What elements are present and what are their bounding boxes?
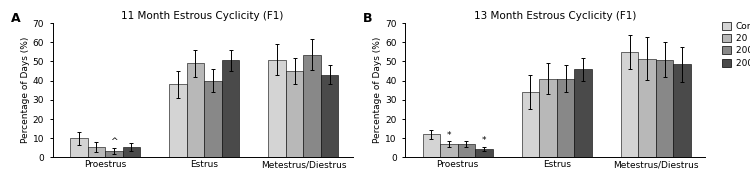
Legend: Control, 20 μg/kg/day, 200 μg/kg/day, 200 mg/kg/day: Control, 20 μg/kg/day, 200 μg/kg/day, 20…: [722, 21, 750, 69]
Bar: [638, 59, 656, 157]
Bar: [440, 144, 458, 157]
Bar: [522, 92, 539, 157]
Y-axis label: Percentage of Days (%): Percentage of Days (%): [374, 37, 382, 143]
Bar: [422, 134, 440, 157]
Title: 13 Month Estrous Cyclicity (F1): 13 Month Estrous Cyclicity (F1): [474, 11, 636, 21]
Bar: [105, 151, 122, 157]
Bar: [268, 60, 286, 157]
Bar: [621, 52, 638, 157]
Bar: [187, 63, 204, 157]
Bar: [304, 55, 321, 157]
Bar: [656, 60, 674, 157]
Bar: [222, 60, 239, 157]
Y-axis label: Percentage of Days (%): Percentage of Days (%): [21, 37, 30, 143]
Text: *: *: [482, 136, 486, 145]
Bar: [122, 147, 140, 157]
Text: *: *: [446, 131, 451, 140]
Bar: [70, 138, 88, 157]
Bar: [574, 69, 592, 157]
Bar: [204, 81, 222, 157]
Bar: [321, 75, 338, 157]
Bar: [475, 149, 493, 157]
Bar: [539, 79, 556, 157]
Text: ^: ^: [110, 137, 118, 146]
Bar: [458, 144, 475, 157]
Bar: [674, 64, 691, 157]
Text: B: B: [363, 12, 373, 25]
Text: A: A: [10, 12, 20, 25]
Title: 11 Month Estrous Cyclicity (F1): 11 Month Estrous Cyclicity (F1): [122, 11, 284, 21]
Bar: [88, 147, 105, 157]
Bar: [556, 79, 574, 157]
Bar: [170, 84, 187, 157]
Bar: [286, 71, 304, 157]
